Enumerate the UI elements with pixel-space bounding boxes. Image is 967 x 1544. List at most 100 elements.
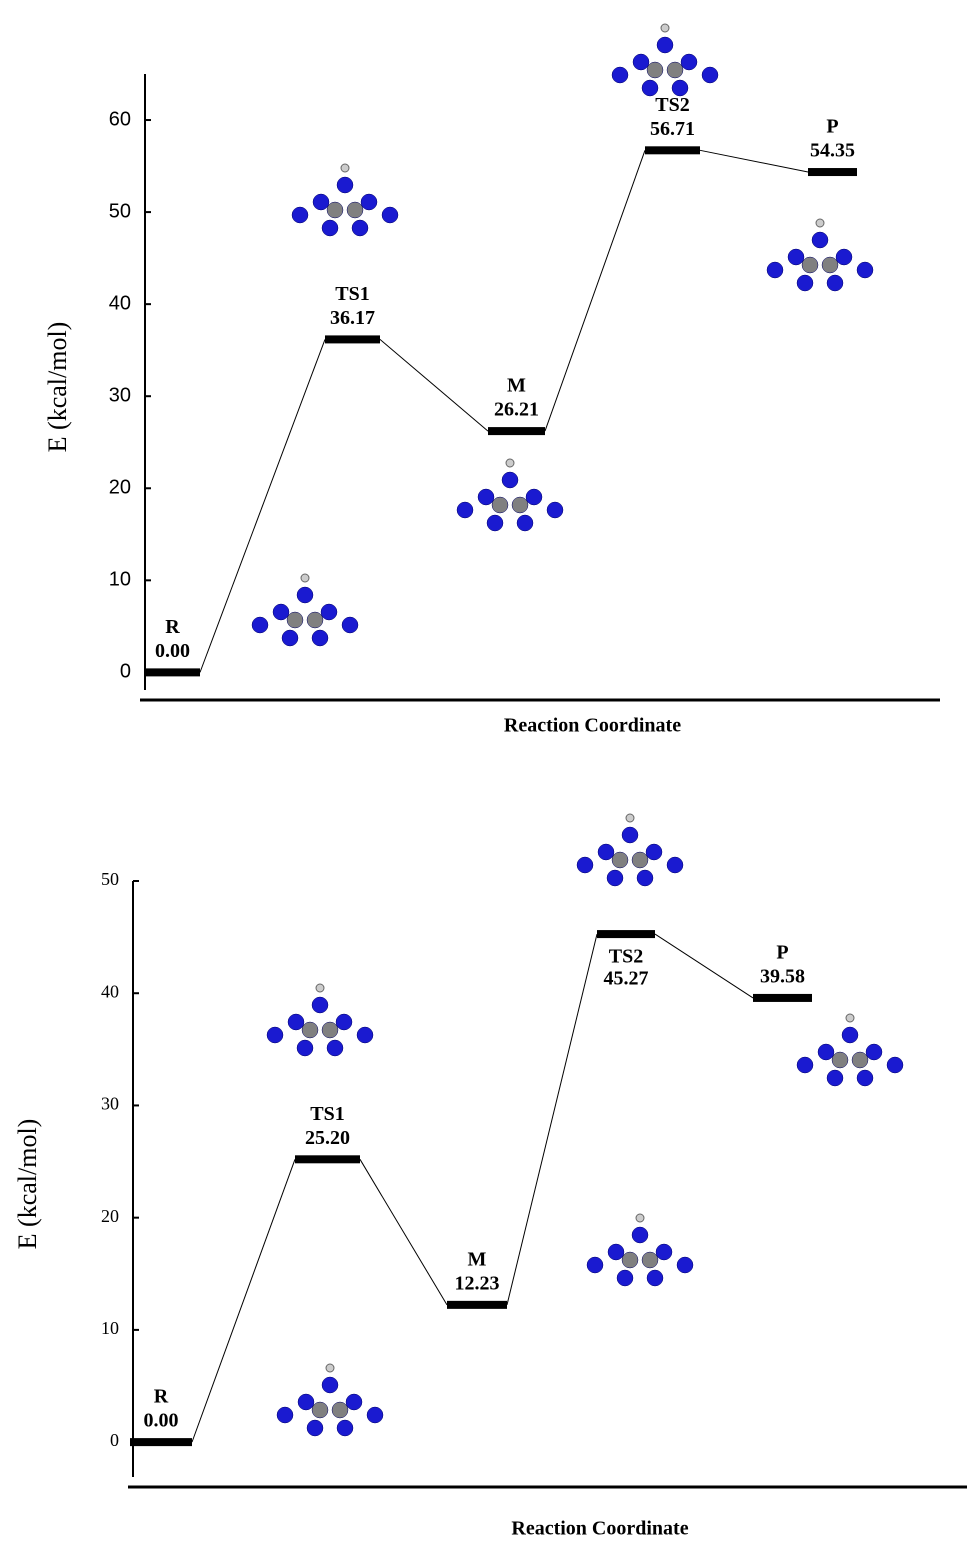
atom — [547, 502, 563, 518]
atom — [677, 1257, 693, 1273]
atom — [297, 1040, 313, 1056]
atom — [622, 1252, 638, 1268]
y-tick-label: 40 — [101, 981, 119, 1001]
connector — [380, 339, 488, 431]
h-atom — [341, 164, 349, 172]
level-value: 45.27 — [604, 968, 649, 990]
atom — [312, 630, 328, 646]
h-atom — [316, 984, 324, 992]
atom — [647, 62, 663, 78]
atom — [282, 630, 298, 646]
atom — [767, 262, 783, 278]
y-tick-label: 50 — [101, 869, 119, 889]
atom — [332, 1402, 348, 1418]
atom — [327, 202, 343, 218]
y-tick-label: 0 — [120, 661, 131, 683]
energy-level — [808, 168, 857, 176]
atom — [502, 472, 518, 488]
atom — [887, 1057, 903, 1073]
h-atom — [661, 24, 669, 32]
atom — [646, 844, 662, 860]
atom — [342, 617, 358, 633]
level-name: P — [776, 942, 788, 964]
atom — [287, 612, 303, 628]
atom — [612, 67, 628, 83]
energy-level — [295, 1155, 360, 1163]
atom — [598, 844, 614, 860]
atom — [857, 1070, 873, 1086]
atom — [633, 54, 649, 70]
energy-level — [145, 668, 200, 676]
connector — [545, 150, 645, 431]
level-name: M — [507, 375, 526, 397]
atom — [277, 1407, 293, 1423]
h-atom — [506, 459, 514, 467]
h-atom — [626, 814, 634, 822]
level-name: R — [165, 616, 180, 638]
connector — [192, 1159, 295, 1442]
atom — [346, 1394, 362, 1410]
y-tick-label: 40 — [109, 292, 131, 314]
atom — [647, 1270, 663, 1286]
x-axis-label: Reaction Coordinate — [511, 1518, 688, 1540]
level-value: 25.20 — [305, 1127, 350, 1149]
energy-level — [753, 994, 812, 1002]
level-value: 54.35 — [810, 140, 855, 162]
y-axis-label: E (kcal/mol) — [13, 1119, 42, 1250]
atom — [818, 1044, 834, 1060]
atom — [681, 54, 697, 70]
atom — [337, 1420, 353, 1436]
atom — [642, 1252, 658, 1268]
atom — [292, 207, 308, 223]
atom — [457, 502, 473, 518]
energy-level — [488, 427, 545, 435]
level-value: 0.00 — [155, 640, 190, 662]
y-axis-label: E (kcal/mol) — [43, 322, 72, 453]
atom — [832, 1052, 848, 1068]
level-name: TS1 — [310, 1103, 344, 1125]
atom — [827, 1070, 843, 1086]
atom — [702, 67, 718, 83]
connector — [360, 1159, 447, 1305]
connector — [655, 934, 753, 998]
energy-level — [597, 930, 655, 938]
atom — [336, 1014, 352, 1030]
level-name: P — [826, 116, 838, 138]
h-atom — [816, 219, 824, 227]
atom — [347, 202, 363, 218]
y-tick-label: 30 — [101, 1094, 119, 1114]
energy-level — [447, 1301, 507, 1309]
y-tick-label: 50 — [109, 200, 131, 222]
atom — [612, 852, 628, 868]
atom — [852, 1052, 868, 1068]
atom — [802, 257, 818, 273]
atom — [632, 1227, 648, 1243]
level-name: M — [468, 1248, 487, 1270]
atom — [478, 489, 494, 505]
atom — [327, 1040, 343, 1056]
connector — [700, 150, 808, 172]
atom — [587, 1257, 603, 1273]
level-value: 56.71 — [650, 118, 695, 140]
atom — [656, 1244, 672, 1260]
atom — [637, 870, 653, 886]
figure: 0102030405060E (kcal/mol)Reaction Coordi… — [0, 0, 967, 1544]
atom — [322, 1377, 338, 1393]
atom — [827, 275, 843, 291]
atom — [577, 857, 593, 873]
atom — [357, 1027, 373, 1043]
level-name: TS2 — [655, 94, 689, 116]
atom — [382, 207, 398, 223]
atom — [608, 1244, 624, 1260]
energy-level — [130, 1438, 192, 1446]
atom — [842, 1027, 858, 1043]
atom — [252, 617, 268, 633]
y-tick-label: 60 — [109, 108, 131, 130]
atom — [857, 262, 873, 278]
atom — [788, 249, 804, 265]
level-value: 36.17 — [330, 307, 375, 329]
atom — [307, 1420, 323, 1436]
energy-level — [645, 146, 700, 154]
atom — [512, 497, 528, 513]
atom — [822, 257, 838, 273]
